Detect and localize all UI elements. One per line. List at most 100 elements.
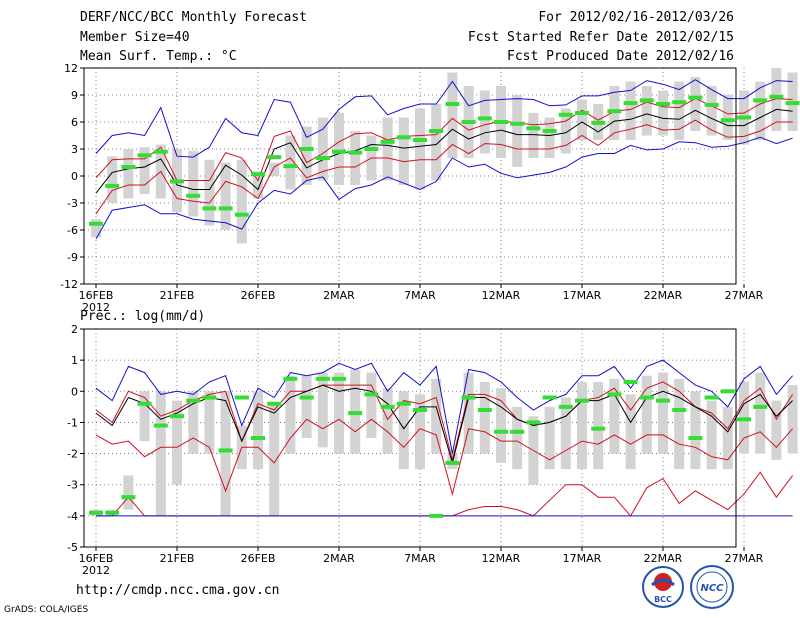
- prec-climatology-mark: [445, 460, 460, 465]
- prec-series-max: [95, 359, 793, 454]
- prec-climatology-mark: [720, 389, 735, 394]
- ncc-logo-inner-ring: [696, 571, 728, 603]
- prec-panel-title: Prec.: log(mm/d): [80, 309, 206, 324]
- prec-spread-box: [496, 388, 506, 463]
- temp-climatology-mark: [753, 98, 768, 103]
- temp-climatology-mark: [591, 120, 606, 125]
- prec-spread-box: [431, 378, 442, 454]
- prec-climatology-mark: [137, 401, 152, 406]
- prec-spread-box: [253, 391, 263, 470]
- temp-climatology-mark: [429, 129, 444, 133]
- prec-spread-box: [690, 391, 701, 470]
- temp-spread-box: [577, 99, 587, 140]
- prec-climatology-mark: [429, 513, 444, 518]
- temp-ytick-label: -6: [67, 224, 78, 237]
- prec-climatology-mark: [494, 429, 508, 434]
- temp-climatology-mark: [656, 102, 670, 106]
- temp-series-mean: [95, 108, 793, 194]
- temp-climatology-mark: [639, 98, 654, 103]
- bcc-logo: BCC: [642, 566, 684, 608]
- temp-xtick-label: 26FEB: [241, 289, 276, 302]
- prec-spread-box: [334, 372, 344, 454]
- prec-spread-box: [577, 381, 587, 470]
- temp-climatology-mark: [542, 129, 557, 133]
- started-date: Fcst Started Refer Date 2012/02/15: [467, 30, 734, 45]
- source-url[interactable]: http://cmdp.ncc.cma.gov.cn: [76, 583, 280, 598]
- temp-spread-box: [771, 68, 782, 131]
- temp-xtick-label: 21FEB: [160, 289, 195, 302]
- prec-climatology-mark: [364, 392, 379, 397]
- prec-climatology-mark: [704, 395, 719, 400]
- temp-spread-box: [285, 135, 296, 190]
- prec-climatology-mark: [121, 495, 136, 500]
- temp-spread-box: [123, 149, 134, 199]
- temp-climatology-mark: [105, 183, 120, 188]
- temp-series-min: [95, 136, 793, 240]
- temp-spread-box: [544, 117, 555, 158]
- temp-spread-box: [674, 81, 685, 140]
- temp-climatology-mark: [267, 155, 282, 160]
- prec-climatology-mark: [656, 398, 670, 403]
- prec-ytick-label: -5: [67, 541, 78, 554]
- prec-xtick-label: 17MAR: [563, 552, 602, 565]
- prec-climatology-mark: [348, 411, 363, 416]
- prec-climatology-mark: [251, 436, 265, 440]
- temp-xtick-label: 22MAR: [644, 289, 683, 302]
- temp-climatology-mark: [380, 139, 395, 144]
- prec-climatology-mark: [461, 395, 476, 400]
- temp-climatology-mark: [575, 111, 589, 115]
- temp-climatology-mark: [688, 95, 703, 100]
- temp-climatology-mark: [720, 118, 735, 123]
- prec-climatology-mark: [89, 510, 103, 515]
- prec-climatology-mark: [299, 395, 314, 400]
- prec-spread-box: [755, 372, 766, 454]
- temp-spread-box: [107, 156, 118, 203]
- prec-spread-box: [398, 391, 409, 470]
- temp-climatology-mark: [461, 120, 476, 124]
- temp-spread-box: [91, 219, 101, 238]
- prec-series-p10: [95, 418, 793, 497]
- temp-spread-box: [755, 81, 766, 140]
- temp-spread-box: [706, 86, 717, 136]
- prec-xtick-label: 26FEB: [241, 552, 276, 565]
- temp-spread-box: [188, 150, 199, 217]
- prec-spread-box: [317, 372, 328, 448]
- temp-climatology-mark: [121, 165, 136, 169]
- prec-xtick-label: 21FEB: [160, 552, 195, 565]
- prec-spread-box: [285, 375, 296, 454]
- temp-spread-box: [317, 117, 328, 181]
- ncc-logo: NCC: [690, 565, 734, 609]
- temp-climatology-mark: [332, 149, 346, 154]
- prec-climatology-mark: [202, 395, 217, 400]
- prec-climatology-mark: [623, 379, 638, 384]
- prec-ytick-label: -2: [67, 448, 78, 461]
- prec-spread-box: [220, 391, 231, 516]
- temp-climatology-mark: [769, 94, 784, 99]
- temp-climatology-mark: [785, 101, 800, 106]
- grads-credit: GrADS: COLA/IGES: [4, 605, 89, 615]
- prec-spread-box: [301, 375, 312, 438]
- temp-ytick-label: 6: [71, 116, 78, 129]
- temp-climatology-mark: [623, 101, 638, 106]
- prec-spread-box: [641, 375, 652, 454]
- prec-climatology-mark: [510, 429, 525, 434]
- temp-climatology-mark: [737, 115, 751, 120]
- prec-climatology-mark: [315, 376, 330, 381]
- temp-spread-box: [512, 95, 523, 167]
- temp-spread-box: [722, 95, 733, 140]
- prec-series-mean: [95, 384, 793, 465]
- temp-xtick-label: 7MAR: [404, 289, 436, 302]
- temp-climatology-mark: [413, 138, 427, 142]
- prec-spread-box: [204, 391, 215, 454]
- prec-climatology-mark: [542, 395, 557, 400]
- temp-spread-box: [204, 159, 215, 226]
- bcc-logo-emblem: [654, 573, 672, 591]
- prec-spread-box: [139, 391, 150, 442]
- prec-frame: [83, 328, 737, 548]
- prec-spread-box: [415, 394, 425, 470]
- prec-climatology-mark: [526, 420, 541, 425]
- temp-climatology-mark: [704, 102, 719, 107]
- prec-spread-box: [609, 378, 620, 454]
- prec-series-p90: [95, 381, 794, 460]
